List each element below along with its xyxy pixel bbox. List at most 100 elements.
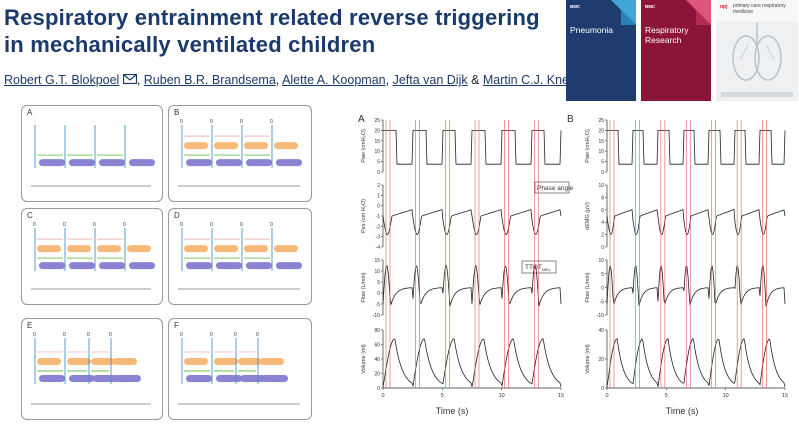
author-link[interactable]: Robert G.T. Blokpoel: [4, 73, 120, 87]
y-tick-label: 0: [601, 170, 604, 176]
purple-bar: [186, 262, 212, 270]
author-separator: ,: [385, 73, 393, 87]
y-tick-label: -10: [597, 313, 604, 319]
orange-bar: [244, 142, 268, 150]
orange-bar: [260, 358, 284, 365]
journal-name: Pneumonia: [570, 25, 614, 35]
author-separator: &: [467, 73, 483, 87]
purple-bar: [99, 159, 125, 167]
waveform-trace: [606, 208, 786, 236]
author-link[interactable]: Alette A. Koopman: [282, 73, 386, 87]
zero-marker: 0: [33, 222, 36, 228]
y-tick-label: 20: [374, 372, 380, 378]
purple-bar: [186, 159, 212, 167]
purple-bar: [240, 375, 266, 382]
panel-label: C: [27, 211, 33, 220]
panel-label: B: [174, 108, 180, 117]
author-link[interactable]: Martin C.J. Kneyber: [482, 73, 594, 87]
x-tick-label: 5: [665, 393, 668, 399]
zero-marker: 0: [270, 222, 273, 228]
x-axis-label-b: Time (s): [666, 406, 699, 416]
zero-marker: 0: [256, 332, 259, 338]
schematic-panels: A B C D E F 0 0 0 0 0 0 0 0 0 0 0 0 0 0 0 0 0 0 0 0: [0, 100, 355, 425]
purple-bar: [39, 375, 65, 382]
author-link[interactable]: Ruben B.R. Brandsema: [143, 73, 276, 87]
y-axis-label: dEMG (μV): [585, 202, 591, 230]
zero-marker: 0: [63, 222, 66, 228]
journal-cover-npj-pcrm[interactable]: npj primary care respiratory medicine: [716, 0, 798, 101]
y-tick-label: 5: [377, 280, 380, 286]
purple-bar: [69, 159, 95, 167]
orange-bar: [184, 245, 208, 253]
author-link[interactable]: Jefta van Dijk: [392, 73, 468, 87]
purple-bar: [93, 375, 119, 382]
x-tick-label: 15: [782, 393, 788, 399]
purple-bar: [216, 159, 242, 167]
y-tick-label: 4: [601, 220, 604, 226]
orange-bar: [127, 245, 151, 253]
orange-bar: [214, 245, 238, 253]
purple-bar: [186, 375, 212, 382]
y-tick-label: 2: [377, 183, 380, 189]
purple-bar: [39, 159, 65, 167]
zero-marker: 0: [123, 222, 126, 228]
zero-marker: 0: [109, 332, 112, 338]
x-tick-label: 0: [605, 393, 608, 399]
zero-marker: 0: [234, 332, 237, 338]
schematic-panel-e: E: [21, 318, 163, 420]
y-tick-label: 0: [601, 245, 604, 251]
waveform-trace: [382, 209, 562, 236]
y-tick-label: 40: [374, 357, 380, 363]
x-tick-label: 0: [381, 393, 384, 399]
waveform-figure: A B Time (s) Time (s) Phase angle TTOTNE…: [358, 114, 788, 416]
journal-cover-respiratory-research[interactable]: BMC Respiratory Research: [641, 0, 711, 101]
journal-name: Respiratory Research: [645, 25, 689, 45]
orange-bar: [274, 142, 298, 150]
y-axis-label: Pes (cm H₂O): [361, 199, 367, 233]
schematic-drawings: 0 0 0 0 0 0 0 0 0 0 0 0 0 0 0 0 0 0 0 0: [31, 119, 302, 405]
journal-cover-pneumonia[interactable]: BMC Pneumonia: [566, 0, 636, 101]
waveform-trace: [606, 337, 786, 387]
panel-label: E: [27, 321, 33, 330]
zero-marker: 0: [180, 119, 183, 125]
y-axis-label: Paw (cmH₂O): [585, 129, 591, 163]
figure-label-b: B: [567, 114, 574, 125]
waveform-trace: [606, 264, 786, 307]
orange-bar: [214, 358, 238, 365]
y-tick-label: -3: [376, 235, 381, 241]
zero-marker: 0: [210, 332, 213, 338]
purple-bar: [246, 262, 272, 270]
purple-bar: [115, 375, 141, 382]
panel-label: F: [174, 321, 179, 330]
orange-bar: [274, 245, 298, 253]
zero-marker: 0: [180, 222, 183, 228]
y-tick-label: 20: [598, 357, 604, 363]
author-separator: ,: [136, 73, 144, 87]
y-tick-label: 5: [377, 160, 380, 166]
publisher-logo: npj: [720, 4, 728, 10]
y-tick-label: 15: [598, 139, 604, 145]
orange-bar: [67, 245, 91, 253]
annotation-box: [534, 181, 570, 194]
y-tick-label: 25: [374, 118, 380, 124]
annotation-ttot-sub: NEU: [542, 267, 551, 272]
purple-bar: [276, 159, 302, 167]
article-title: Respiratory entrainment related reverse …: [4, 5, 540, 57]
zero-marker: 0: [63, 332, 66, 338]
waveform-trace: [607, 130, 786, 165]
y-tick-label: 0: [377, 291, 380, 297]
mail-icon[interactable]: [122, 73, 137, 87]
y-tick-label: 5: [601, 160, 604, 166]
orange-bar: [184, 358, 208, 365]
y-tick-label: 60: [374, 343, 380, 349]
y-tick-label: -5: [376, 302, 381, 308]
y-tick-label: 25: [598, 118, 604, 124]
x-tick-label: 10: [723, 393, 729, 399]
purple-bar: [216, 375, 242, 382]
y-tick-label: -5: [600, 299, 605, 305]
y-tick-label: 10: [374, 269, 380, 275]
zero-marker: 0: [210, 222, 213, 228]
y-tick-label: 0: [377, 204, 380, 210]
orange-bar: [97, 245, 121, 253]
panel-label: D: [174, 211, 180, 220]
